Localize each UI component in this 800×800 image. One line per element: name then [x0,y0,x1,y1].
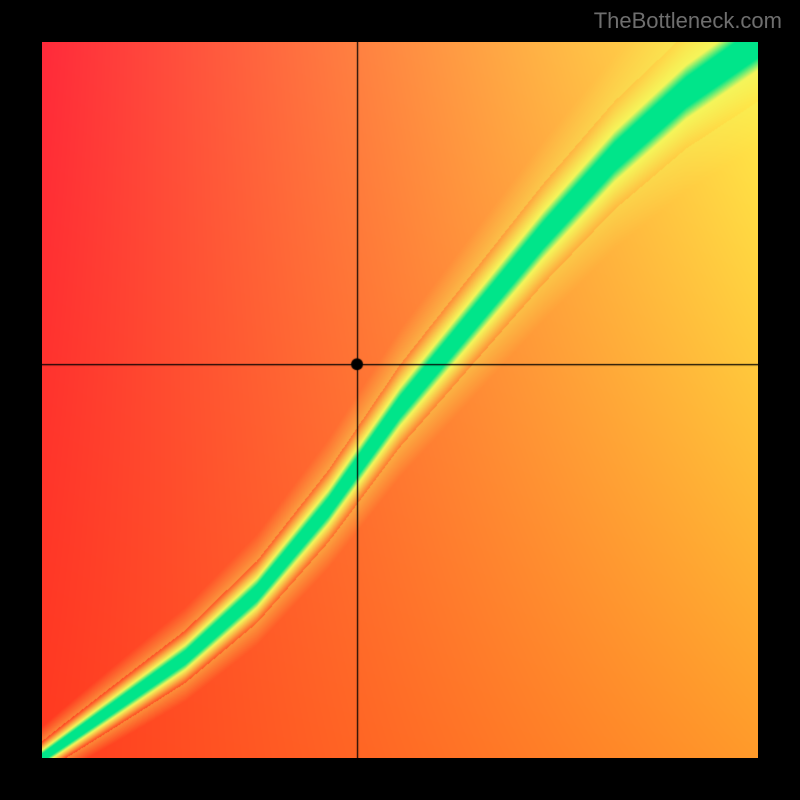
watermark-text: TheBottleneck.com [594,8,782,34]
frame-right [758,0,800,800]
bottleneck-heatmap [42,42,758,758]
frame-left [0,0,42,800]
frame-bottom [0,758,800,800]
chart-container: TheBottleneck.com [0,0,800,800]
